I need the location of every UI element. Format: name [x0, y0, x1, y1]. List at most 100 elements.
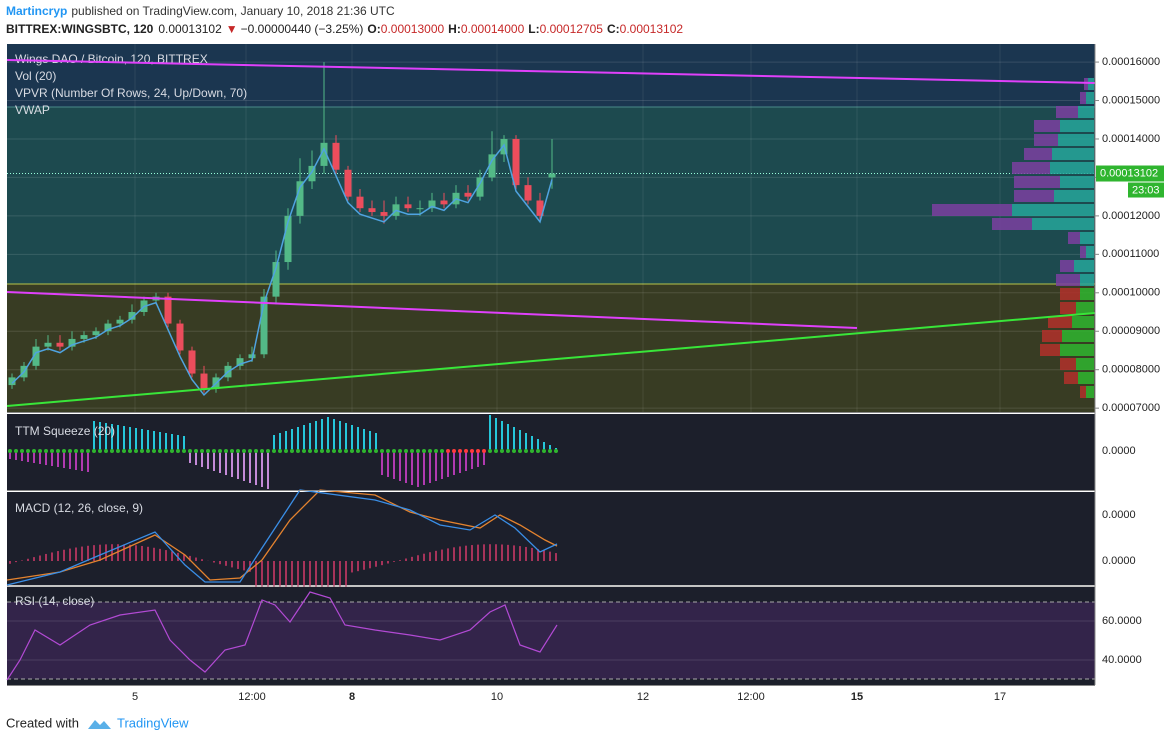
vpvr-up — [1052, 148, 1094, 160]
squeeze-dot — [158, 449, 162, 453]
vpvr-down — [1080, 246, 1086, 258]
vpvr-up — [1060, 344, 1094, 356]
time-label: 12 — [637, 691, 649, 703]
squeeze-dot — [542, 449, 546, 453]
candle-body — [344, 169, 352, 197]
ohlc-label: C: — [607, 22, 620, 36]
countdown: 23:03 — [1132, 184, 1160, 196]
vpvr-up — [1060, 120, 1094, 132]
vpvr-down — [1048, 316, 1072, 328]
vpvr-up — [1076, 358, 1094, 370]
vpvr-down — [992, 218, 1032, 230]
squeeze-dot — [338, 449, 342, 453]
vpvr-down — [1060, 260, 1074, 272]
squeeze-dot — [122, 449, 126, 453]
candle-body — [512, 138, 520, 186]
squeeze-dot — [188, 449, 192, 453]
squeeze-dot — [446, 449, 450, 453]
squeeze-dot — [494, 449, 498, 453]
macd-tick: 0.0000 — [1102, 555, 1136, 567]
vpvr-down — [1024, 148, 1052, 160]
squeeze-dot — [230, 449, 234, 453]
countdown-bg — [1128, 182, 1164, 198]
squeeze-dot — [416, 449, 420, 453]
squeeze-dot — [26, 449, 30, 453]
candle-body — [176, 323, 184, 351]
squeeze-dot — [140, 449, 144, 453]
candle-body — [416, 208, 424, 210]
squeeze-dot — [200, 449, 204, 453]
squeeze-dot — [434, 449, 438, 453]
ohlc-label: L: — [528, 22, 539, 36]
rsi-title: RSI (14, close) — [15, 594, 94, 608]
squeeze-dot — [506, 449, 510, 453]
candle-body — [92, 331, 100, 336]
squeeze-dot — [86, 449, 90, 453]
publisher[interactable]: Martincryp — [6, 4, 67, 18]
y-tick-label: 0.00016000 — [1102, 56, 1160, 68]
vpvr-up — [1080, 232, 1094, 244]
vpvr-down — [1042, 330, 1062, 342]
squeeze-dot — [440, 449, 444, 453]
squeeze-dot — [524, 449, 528, 453]
candle-body — [284, 215, 292, 263]
squeeze-dot — [8, 449, 12, 453]
price-tag — [1096, 165, 1164, 182]
rsi-band — [7, 602, 1095, 679]
candle-body — [548, 173, 556, 178]
candle-body — [440, 200, 448, 205]
squeeze-dot — [452, 449, 456, 453]
squeeze-dot — [332, 449, 336, 453]
squeeze-dot — [488, 449, 492, 453]
trendline — [6, 312, 1096, 407]
vpvr-up — [1086, 92, 1094, 104]
ohlc: O:0.00013000 H:0.00014000 L:0.00012705 C:0.… — [367, 22, 683, 36]
squeeze-dot — [404, 449, 408, 453]
vpvr — [932, 78, 1094, 398]
squeeze-dot — [182, 449, 186, 453]
legend-item: VPVR (Number Of Rows, 24, Up/Down, 70) — [15, 86, 247, 100]
vpvr-up — [1078, 372, 1094, 384]
squeeze-dot — [536, 449, 540, 453]
time-label: 5 — [132, 691, 138, 703]
candle-body — [44, 342, 52, 347]
candle-body — [260, 296, 268, 355]
vpvr-up — [1074, 260, 1094, 272]
ohlc-label: H: — [448, 22, 461, 36]
squeeze-dot — [272, 449, 276, 453]
squeeze-dot — [254, 449, 258, 453]
macd-pane — [7, 492, 1095, 585]
candle-body — [380, 212, 388, 216]
squeeze-dot — [284, 449, 288, 453]
published: published on TradingView.com, January 10… — [71, 4, 395, 18]
squeeze-dot — [128, 449, 132, 453]
vpvr-up — [1060, 176, 1094, 188]
macd-signal — [6, 489, 558, 581]
candle-body — [68, 338, 76, 347]
vpvr-down — [1080, 386, 1086, 398]
vpvr-up — [1062, 330, 1094, 342]
squeeze-dot — [422, 449, 426, 453]
candle-body — [476, 177, 484, 197]
time-axis: 5 12:00 8 10 12 12:00 15 17 — [132, 691, 1006, 703]
candle-body — [320, 142, 328, 166]
vpvr-down — [1012, 162, 1050, 174]
squeeze-dot — [554, 449, 558, 453]
vpvr-down — [1034, 134, 1058, 146]
footer-brand[interactable]: TradingView — [117, 715, 189, 730]
candle-body — [188, 350, 196, 374]
y-tick-label: 0.00012000 — [1102, 210, 1160, 222]
vpvr-down — [1056, 274, 1080, 286]
squeeze-dot — [68, 449, 72, 453]
ohlc-label: O: — [367, 22, 380, 36]
vpvr-down — [1034, 120, 1060, 132]
squeeze-dot — [380, 449, 384, 453]
squeeze-dot — [350, 449, 354, 453]
squeeze-dot — [458, 449, 462, 453]
rsi — [7, 601, 1095, 680]
rsi-line — [6, 591, 558, 681]
squeeze-dot — [266, 449, 270, 453]
candle-body — [404, 204, 412, 209]
squeeze-dot — [110, 449, 114, 453]
